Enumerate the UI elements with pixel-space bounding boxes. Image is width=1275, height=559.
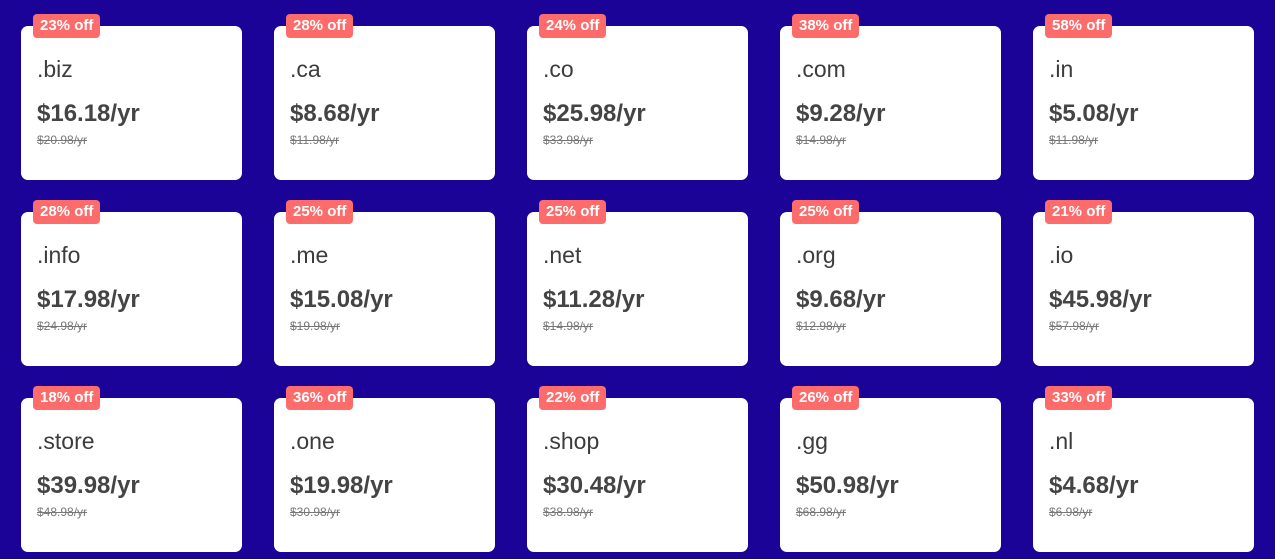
domain-card-info[interactable]: 28% off .info $17.98/yr $24.98/yr [21,200,242,366]
original-price: $68.98/yr [796,505,847,519]
discount-badge: 28% off [33,200,101,224]
original-price: $19.98/yr [290,319,341,333]
sale-price: $8.68/yr [290,100,380,127]
original-price: $38.98/yr [543,505,594,519]
domain-card-net[interactable]: 25% off .net $11.28/yr $14.98/yr [527,200,748,366]
tld-name: .io [1049,242,1074,268]
domain-card-store[interactable]: 18% off .store $39.98/yr $48.98/yr [21,386,242,552]
original-price: $12.98/yr [796,319,847,333]
sale-price: $25.98/yr [543,100,646,127]
sale-price: $50.98/yr [796,472,899,499]
original-price: $14.98/yr [796,133,847,147]
domain-card-biz[interactable]: 23% off .biz $16.18/yr $20.98/yr [21,14,242,180]
sale-price: $19.98/yr [290,472,393,499]
domain-card-org[interactable]: 25% off .org $9.68/yr $12.98/yr [780,200,1001,366]
discount-badge: 38% off [792,14,860,38]
tld-name: .nl [1049,428,1074,454]
discount-badge: 25% off [539,200,607,224]
tld-name: .co [543,56,574,82]
original-price: $24.98/yr [37,319,88,333]
sale-price: $30.48/yr [543,472,646,499]
sale-price: $39.98/yr [37,472,140,499]
domain-card-gg[interactable]: 26% off .gg $50.98/yr $68.98/yr [780,386,1001,552]
tld-name: .gg [796,428,828,454]
domain-card-io[interactable]: 21% off .io $45.98/yr $57.98/yr [1033,200,1254,366]
original-price: $11.98/yr [1049,133,1099,147]
discount-badge: 22% off [539,386,607,410]
original-price: $11.98/yr [290,133,340,147]
tld-name: .org [796,242,836,268]
domain-card-nl[interactable]: 33% off .nl $4.68/yr $6.98/yr [1033,386,1254,552]
domain-card-ca[interactable]: 28% off .ca $8.68/yr $11.98/yr [274,14,495,180]
sale-price: $11.28/yr [543,286,645,313]
domain-pricing-grid: 23% off .biz $16.18/yr $20.98/yr 28% off .ca $… [21,14,1254,552]
tld-name: .info [37,242,81,268]
discount-badge: 25% off [792,200,860,224]
domain-card-one[interactable]: 36% off .one $19.98/yr $30.98/yr [274,386,495,552]
tld-name: .one [290,428,335,454]
tld-name: .store [37,428,95,454]
original-price: $48.98/yr [37,505,88,519]
sale-price: $9.28/yr [796,100,886,127]
sale-price: $16.18/yr [37,100,140,127]
discount-badge: 36% off [286,386,354,410]
sale-price: $9.68/yr [796,286,886,313]
discount-badge: 28% off [286,14,354,38]
discount-badge: 33% off [1045,386,1113,410]
discount-badge: 24% off [539,14,607,38]
original-price: $33.98/yr [543,133,594,147]
discount-badge: 26% off [792,386,860,410]
discount-badge: 58% off [1045,14,1113,38]
discount-badge: 25% off [286,200,354,224]
tld-name: .in [1049,56,1074,82]
original-price: $30.98/yr [290,505,341,519]
original-price: $14.98/yr [543,319,594,333]
domain-card-shop[interactable]: 22% off .shop $30.48/yr $38.98/yr [527,386,748,552]
original-price: $57.98/yr [1049,319,1100,333]
tld-name: .ca [290,56,321,82]
sale-price: $15.08/yr [290,286,393,313]
domain-card-co[interactable]: 24% off .co $25.98/yr $33.98/yr [527,14,748,180]
original-price: $6.98/yr [1049,505,1093,519]
tld-name: .com [796,56,846,82]
tld-name: .me [290,242,329,268]
sale-price: $4.68/yr [1049,472,1139,499]
discount-badge: 23% off [33,14,101,38]
discount-badge: 21% off [1045,200,1113,224]
tld-name: .net [543,242,582,268]
tld-name: .shop [543,428,600,454]
sale-price: $17.98/yr [37,286,140,313]
discount-badge: 18% off [33,386,101,410]
original-price: $20.98/yr [37,133,88,147]
tld-name: .biz [37,56,73,82]
domain-card-com[interactable]: 38% off .com $9.28/yr $14.98/yr [780,14,1001,180]
sale-price: $5.08/yr [1049,100,1139,127]
domain-card-in[interactable]: 58% off .in $5.08/yr $11.98/yr [1033,14,1254,180]
sale-price: $45.98/yr [1049,286,1152,313]
domain-card-me[interactable]: 25% off .me $15.08/yr $19.98/yr [274,200,495,366]
